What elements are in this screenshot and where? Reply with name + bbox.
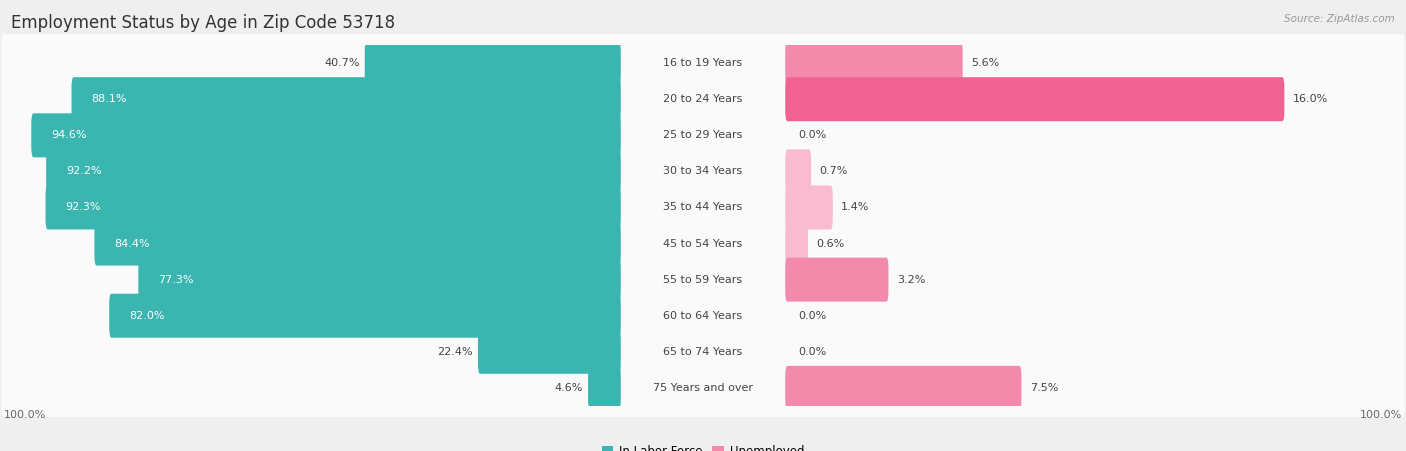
FancyBboxPatch shape: [31, 113, 621, 157]
Text: 0.0%: 0.0%: [799, 347, 827, 357]
Text: 77.3%: 77.3%: [157, 275, 194, 285]
Text: 1.4%: 1.4%: [841, 202, 869, 212]
FancyBboxPatch shape: [1, 214, 1405, 273]
Text: 20 to 24 Years: 20 to 24 Years: [664, 94, 742, 104]
Text: 7.5%: 7.5%: [1029, 383, 1059, 393]
Text: 0.7%: 0.7%: [820, 166, 848, 176]
Text: 35 to 44 Years: 35 to 44 Years: [664, 202, 742, 212]
FancyBboxPatch shape: [1, 250, 1405, 309]
FancyBboxPatch shape: [786, 149, 811, 193]
FancyBboxPatch shape: [138, 258, 621, 302]
Text: 16.0%: 16.0%: [1294, 94, 1329, 104]
Text: 84.4%: 84.4%: [114, 239, 149, 249]
Text: 25 to 29 Years: 25 to 29 Years: [664, 130, 742, 140]
FancyBboxPatch shape: [1, 142, 1405, 201]
Text: 3.2%: 3.2%: [897, 275, 925, 285]
FancyBboxPatch shape: [588, 366, 621, 410]
FancyBboxPatch shape: [364, 41, 621, 85]
Text: 92.3%: 92.3%: [65, 202, 101, 212]
Text: 94.6%: 94.6%: [51, 130, 87, 140]
Text: 40.7%: 40.7%: [325, 58, 360, 68]
Text: 88.1%: 88.1%: [91, 94, 127, 104]
FancyBboxPatch shape: [478, 330, 621, 374]
Text: 55 to 59 Years: 55 to 59 Years: [664, 275, 742, 285]
FancyBboxPatch shape: [1, 178, 1405, 237]
Text: 100.0%: 100.0%: [1360, 410, 1403, 419]
Text: Source: ZipAtlas.com: Source: ZipAtlas.com: [1284, 14, 1395, 23]
FancyBboxPatch shape: [1, 106, 1405, 165]
Text: 45 to 54 Years: 45 to 54 Years: [664, 239, 742, 249]
FancyBboxPatch shape: [1, 70, 1405, 129]
Text: 0.0%: 0.0%: [799, 130, 827, 140]
FancyBboxPatch shape: [786, 185, 832, 230]
FancyBboxPatch shape: [72, 77, 621, 121]
Text: 4.6%: 4.6%: [555, 383, 583, 393]
Text: 75 Years and over: 75 Years and over: [652, 383, 754, 393]
Text: Employment Status by Age in Zip Code 53718: Employment Status by Age in Zip Code 537…: [11, 14, 395, 32]
Text: 16 to 19 Years: 16 to 19 Years: [664, 58, 742, 68]
FancyBboxPatch shape: [786, 221, 808, 266]
FancyBboxPatch shape: [94, 221, 621, 266]
Text: 92.2%: 92.2%: [66, 166, 101, 176]
FancyBboxPatch shape: [786, 366, 1021, 410]
FancyBboxPatch shape: [786, 258, 889, 302]
FancyBboxPatch shape: [110, 294, 621, 338]
FancyBboxPatch shape: [1, 322, 1405, 381]
FancyBboxPatch shape: [46, 149, 621, 193]
Legend: In Labor Force, Unemployed: In Labor Force, Unemployed: [602, 445, 804, 451]
Text: 65 to 74 Years: 65 to 74 Years: [664, 347, 742, 357]
Text: 5.6%: 5.6%: [972, 58, 1000, 68]
FancyBboxPatch shape: [45, 185, 621, 230]
FancyBboxPatch shape: [786, 77, 1285, 121]
FancyBboxPatch shape: [1, 34, 1405, 92]
Text: 100.0%: 100.0%: [3, 410, 46, 419]
Text: 82.0%: 82.0%: [129, 311, 165, 321]
FancyBboxPatch shape: [786, 41, 963, 85]
Text: 22.4%: 22.4%: [437, 347, 472, 357]
Text: 0.0%: 0.0%: [799, 311, 827, 321]
Text: 30 to 34 Years: 30 to 34 Years: [664, 166, 742, 176]
Text: 0.6%: 0.6%: [817, 239, 845, 249]
Text: 60 to 64 Years: 60 to 64 Years: [664, 311, 742, 321]
FancyBboxPatch shape: [1, 286, 1405, 345]
FancyBboxPatch shape: [1, 359, 1405, 417]
